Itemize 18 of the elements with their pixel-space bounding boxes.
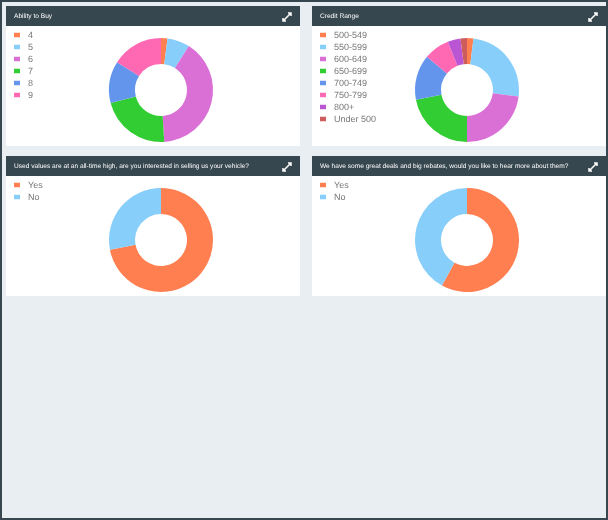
donut-slice [415,188,467,286]
donut-slice [110,96,165,142]
donut-slice [164,38,189,69]
donut-slice [467,93,519,142]
donut-slice [117,38,161,77]
donut-slice [161,38,168,65]
donut-slice [109,188,161,250]
donut-slice [470,38,519,97]
donut-slice [441,188,519,292]
donut-slice [467,38,474,65]
donut-slice [109,188,213,292]
donut-slice [415,56,447,100]
donut-slice [415,94,467,142]
donut-slice [460,38,467,65]
donut-slice [426,41,458,74]
donut-slice [447,38,464,66]
donut-slice [109,62,140,103]
donut-slice [162,46,213,142]
